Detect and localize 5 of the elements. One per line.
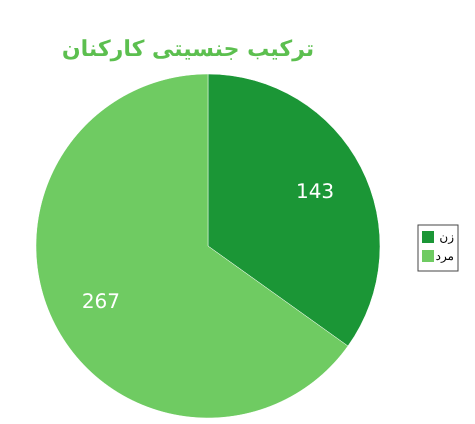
chart-title: ترکیب جنسیتی کارکنان: [62, 37, 314, 62]
legend-label: مرد: [436, 249, 454, 263]
legend-label: زن: [439, 230, 454, 244]
data-label: 143: [296, 178, 334, 203]
data-label: 267: [82, 289, 120, 314]
